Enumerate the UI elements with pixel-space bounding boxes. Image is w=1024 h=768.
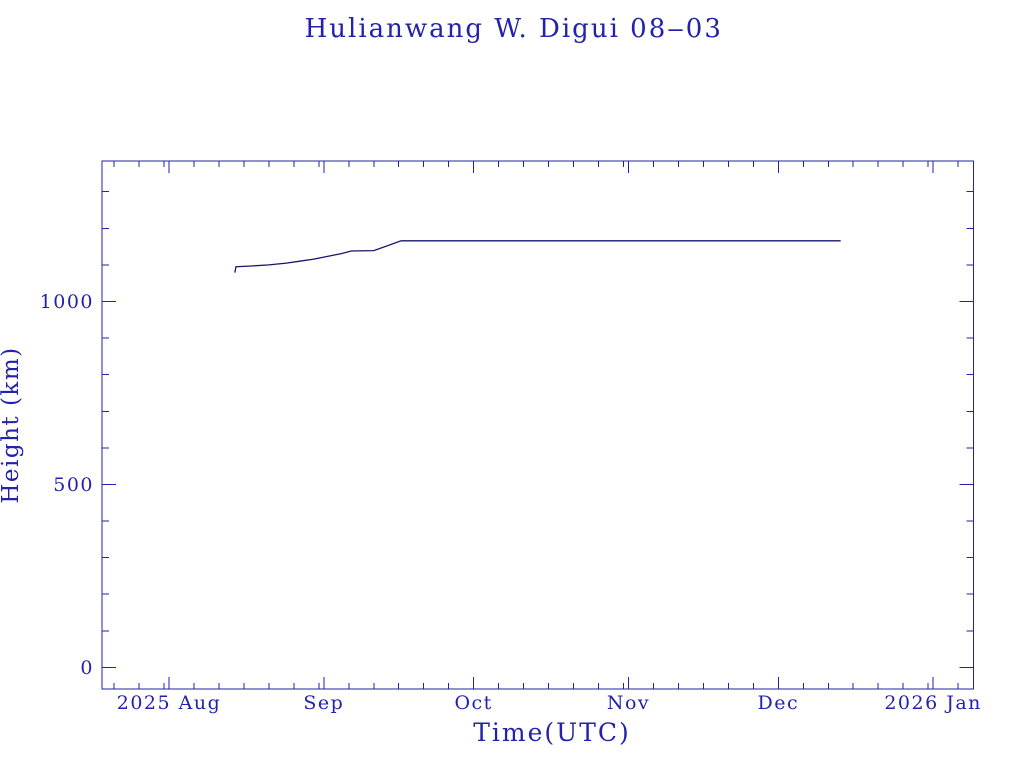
chart-title: Hulianwang W. Digui 08‒03	[305, 14, 723, 44]
x-tick-label: Oct	[454, 692, 492, 714]
x-tick-label: Sep	[303, 692, 344, 714]
y-axis-title: Height (km)	[0, 346, 24, 503]
plot-frame	[101, 160, 975, 690]
x-axis-title: Time(UTC)	[473, 718, 631, 747]
x-tick-label: Dec	[757, 692, 799, 714]
satellite-height-line	[234, 240, 841, 273]
x-tick-label: 2025 Aug	[117, 692, 222, 714]
y-tick-label: 0	[80, 657, 94, 679]
y-tick-label: 1000	[40, 291, 94, 313]
y-tick-label: 500	[53, 474, 94, 496]
x-tick-label: 2026 Jan	[884, 692, 982, 714]
x-tick-label: Nov	[607, 692, 650, 714]
